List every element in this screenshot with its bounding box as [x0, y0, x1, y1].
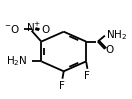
Text: NH$_2$: NH$_2$ — [105, 28, 127, 42]
Text: H$_2$N: H$_2$N — [6, 54, 28, 68]
Text: $^{-}$O: $^{-}$O — [4, 23, 20, 35]
Text: F: F — [60, 81, 65, 91]
Text: O: O — [105, 45, 114, 56]
Text: O: O — [41, 25, 50, 35]
Text: F: F — [84, 71, 90, 81]
Text: N$^{+}$: N$^{+}$ — [26, 21, 41, 34]
